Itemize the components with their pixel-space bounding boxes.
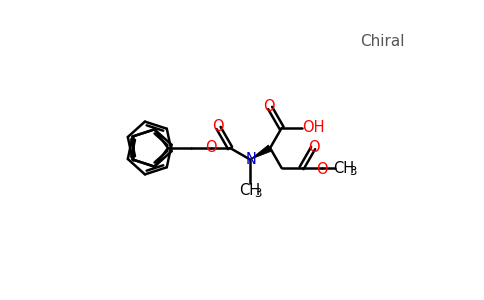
Text: 3: 3 [255,187,262,200]
Text: O: O [263,100,275,115]
Text: Chiral: Chiral [360,34,405,50]
Text: N: N [246,152,257,167]
Text: O: O [308,140,320,154]
Text: OH: OH [302,121,325,136]
Text: O: O [205,140,216,154]
Polygon shape [250,145,272,160]
Text: CH: CH [333,160,354,175]
Text: O: O [212,119,224,134]
Text: O: O [316,161,328,176]
Text: CH: CH [240,183,261,198]
Text: 3: 3 [349,164,356,178]
